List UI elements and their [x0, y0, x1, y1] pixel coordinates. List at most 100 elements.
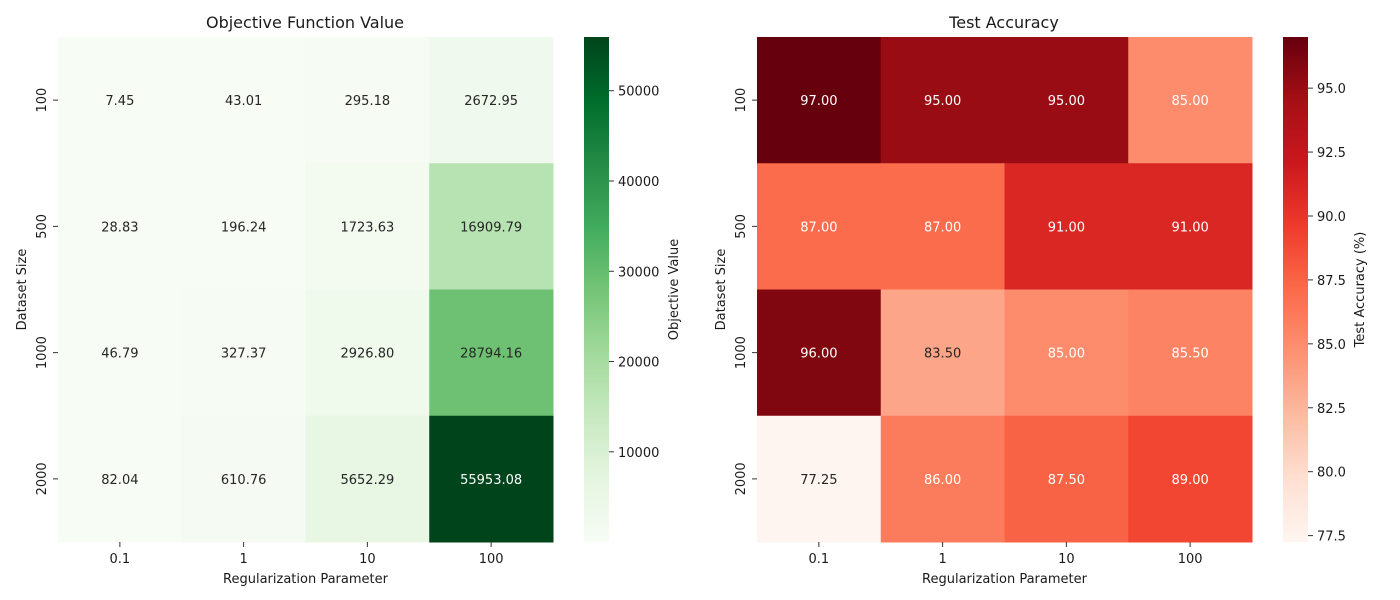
heatmap-cell: [1128, 37, 1253, 164]
cell-value-label: 95.00: [924, 94, 961, 109]
heatmap-cell: [429, 415, 554, 543]
heatmap-cell: [181, 37, 306, 164]
heatmap-cell: [757, 415, 882, 543]
cell-value-label: 77.25: [800, 473, 837, 488]
colorbar-tick-label: 90.0: [1317, 210, 1346, 225]
x-axis-label: Regularization Parameter: [922, 572, 1088, 587]
colorbar-tick-label: 92.5: [1317, 146, 1346, 161]
heatmap-cell: [1004, 289, 1129, 417]
cell-value-label: 86.00: [924, 473, 961, 488]
x-tick-label: 0.1: [809, 552, 830, 567]
y-tick-label: 500: [35, 214, 50, 239]
cell-value-label: 2672.95: [464, 94, 518, 109]
cell-value-label: 91.00: [1172, 220, 1209, 235]
cell-value-label: 28794.16: [460, 347, 522, 362]
heatmap-cell: [1004, 415, 1129, 543]
colorbar-tick-label: 87.5: [1317, 274, 1346, 289]
heatmap-cell: [880, 415, 1005, 543]
x-tick-label: 0.1: [110, 552, 131, 567]
cell-value-label: 196.24: [221, 220, 267, 235]
y-tick-label: 100: [734, 88, 749, 113]
y-axis-label: Dataset Size: [15, 249, 30, 331]
heatmap-cell: [429, 37, 554, 164]
cell-value-label: 91.00: [1048, 220, 1085, 235]
colorbar-label: Test Accuracy (%): [1353, 232, 1368, 349]
colorbar-label: Objective Value: [667, 239, 682, 340]
x-tick-label: 1: [239, 552, 247, 567]
cell-value-label: 327.37: [221, 347, 267, 362]
cell-value-label: 46.79: [101, 347, 138, 362]
colorbar: [584, 37, 609, 542]
cell-value-label: 95.00: [1048, 94, 1085, 109]
heatmap-cell: [181, 289, 306, 417]
heatmap-cell: [58, 37, 183, 164]
cell-value-label: 87.50: [1048, 473, 1085, 488]
cell-value-label: 2926.80: [340, 347, 394, 362]
heatmap-cell: [1004, 37, 1129, 164]
x-tick-label: 10: [359, 552, 376, 567]
x-tick-label: 100: [1178, 552, 1203, 567]
heatmap-cell: [305, 289, 430, 417]
y-tick-label: 1000: [35, 336, 50, 369]
colorbar-tick-label: 85.0: [1317, 338, 1346, 353]
colorbar-tick-label: 20000: [618, 356, 659, 371]
heatmap-cell: [305, 163, 430, 290]
x-axis-label: Regularization Parameter: [223, 572, 389, 587]
y-tick-label: 500: [734, 214, 749, 239]
chart-title: Test Accuracy: [948, 13, 1059, 32]
y-tick-label: 2000: [35, 462, 50, 495]
heatmap-cell: [757, 37, 882, 164]
cell-value-label: 82.04: [101, 473, 138, 488]
heatmap-cell: [58, 289, 183, 417]
cell-value-label: 295.18: [345, 94, 391, 109]
colorbar-tick-label: 10000: [618, 446, 659, 461]
cell-value-label: 5652.29: [340, 473, 394, 488]
heatmap-cell: [1128, 163, 1253, 290]
heatmap-panel-1: Objective Function Value 7.45 43.01 295.18 2…: [15, 13, 682, 587]
y-tick-label: 2000: [734, 462, 749, 495]
cell-value-label: 7.45: [105, 94, 134, 109]
heatmap-cell: [429, 289, 554, 417]
y-axis-label: Dataset Size: [714, 249, 729, 331]
heatmap-cell: [1128, 289, 1253, 417]
heatmap-cell: [181, 163, 306, 290]
colorbar-tick-label: 77.5: [1317, 530, 1346, 545]
cell-value-label: 1723.63: [340, 220, 394, 235]
heatmap-cell: [429, 163, 554, 290]
colorbar-tick-label: 30000: [618, 265, 659, 280]
heatmap-cell: [757, 163, 882, 290]
x-tick-label: 10: [1058, 552, 1075, 567]
cell-value-label: 85.00: [1048, 347, 1085, 362]
x-tick-label: 1: [938, 552, 946, 567]
heatmap-cell: [880, 37, 1005, 164]
heatmap-cell: [880, 163, 1005, 290]
cell-value-label: 16909.79: [460, 220, 522, 235]
cell-value-label: 85.50: [1172, 347, 1209, 362]
heatmap-cell: [1128, 415, 1253, 543]
heatmap-cell: [58, 163, 183, 290]
cell-value-label: 96.00: [800, 347, 837, 362]
colorbar-tick-label: 80.0: [1317, 466, 1346, 481]
heatmap-panel-2: Test Accuracy 97.00 95.00 95.00 85.00 87.00 87…: [714, 13, 1368, 587]
chart-title: Objective Function Value: [206, 13, 404, 32]
heatmap-cell: [757, 289, 882, 417]
x-tick-label: 100: [479, 552, 504, 567]
colorbar: [1283, 37, 1308, 542]
cell-value-label: 83.50: [924, 347, 961, 362]
heatmap-cell: [305, 415, 430, 543]
y-tick-label: 100: [35, 88, 50, 113]
heatmap-cell: [1004, 163, 1129, 290]
heatmap-cell: [181, 415, 306, 543]
cell-value-label: 28.83: [101, 220, 138, 235]
heatmap-cell: [880, 289, 1005, 417]
cell-value-label: 55953.08: [460, 473, 522, 488]
heatmap-cell: [305, 37, 430, 164]
colorbar-tick-label: 82.5: [1317, 402, 1346, 417]
cell-value-label: 97.00: [800, 94, 837, 109]
colorbar-tick-label: 95.0: [1317, 82, 1346, 97]
cell-value-label: 610.76: [221, 473, 267, 488]
cell-value-label: 89.00: [1172, 473, 1209, 488]
heatmap-cell: [58, 415, 183, 543]
y-tick-label: 1000: [734, 336, 749, 369]
